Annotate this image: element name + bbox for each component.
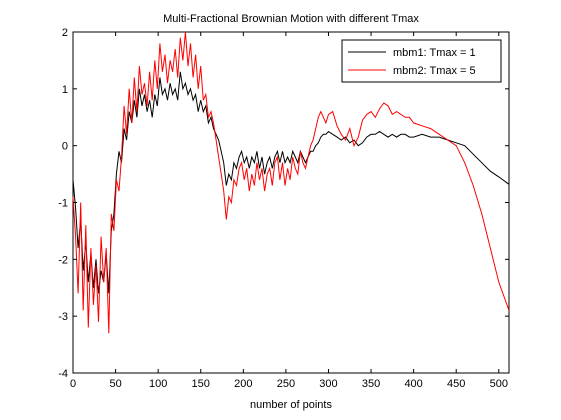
plot-area: 0 50 100 150 200 250 300 350 400 450 500 -4 -3 -2 -1 0 1… xyxy=(58,27,510,390)
x-axis-label: number of points xyxy=(250,399,332,411)
chart-title: Multi-Fractional Brownian Motion with di… xyxy=(163,13,419,25)
x-tick-label: 450 xyxy=(447,378,465,390)
y-tick-label: -4 xyxy=(58,368,68,380)
x-tick-label: 250 xyxy=(277,378,295,390)
legend-box xyxy=(341,39,502,83)
x-tick-label: 0 xyxy=(70,378,76,390)
y-tick-label: -1 xyxy=(58,198,68,210)
series-line-1 xyxy=(72,71,510,294)
y-tick-label: -2 xyxy=(58,254,68,266)
y-tick-label: 1 xyxy=(62,84,68,96)
legend-label-2: mbm2: Tmax = 5 xyxy=(393,65,476,77)
x-tick-label: 400 xyxy=(404,378,422,390)
y-tick-label: 0 xyxy=(62,141,68,153)
x-tick-label: 150 xyxy=(192,378,210,390)
x-tick-label: 100 xyxy=(149,378,167,390)
y-tick-label: -3 xyxy=(58,311,68,323)
x-tick-label: 500 xyxy=(490,378,508,390)
x-tick-label: 200 xyxy=(234,378,252,390)
x-tick-label: 350 xyxy=(362,378,380,390)
legend-label-1: mbm1: Tmax = 1 xyxy=(393,47,476,59)
y-tick-label: 2 xyxy=(62,27,68,39)
series-line-2 xyxy=(72,31,510,334)
x-tick-label: 300 xyxy=(319,378,337,390)
x-tick-label: 50 xyxy=(109,378,121,390)
